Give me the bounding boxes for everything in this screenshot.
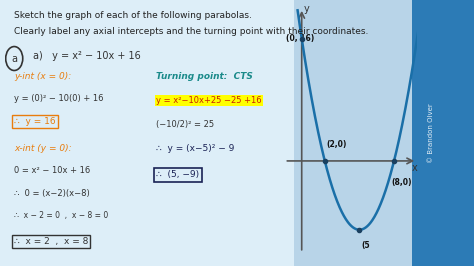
Text: (5: (5 xyxy=(362,241,370,250)
Text: ∴  x = 2  ,  x = 8: ∴ x = 2 , x = 8 xyxy=(14,237,89,246)
Text: ∴  0 = (x−2)(x−8): ∴ 0 = (x−2)(x−8) xyxy=(14,189,90,198)
Text: y: y xyxy=(303,4,309,14)
Text: Clearly label any axial intercepts and the turning point with their coordinates.: Clearly label any axial intercepts and t… xyxy=(14,27,369,36)
Text: (8,0): (8,0) xyxy=(392,178,412,187)
Text: Turning point:  CTS: Turning point: CTS xyxy=(156,72,253,81)
Text: a)   y = x² − 10x + 16: a) y = x² − 10x + 16 xyxy=(33,51,141,61)
Text: (2,0): (2,0) xyxy=(326,140,346,149)
Text: 0 = x² − 10x + 16: 0 = x² − 10x + 16 xyxy=(14,166,91,175)
Text: ∴  (5, −9): ∴ (5, −9) xyxy=(156,170,200,179)
Text: © Brandon Olver: © Brandon Olver xyxy=(428,103,434,163)
Text: y = x²−10x+25 −25 +16: y = x²−10x+25 −25 +16 xyxy=(156,96,262,105)
Text: (0, 16): (0, 16) xyxy=(285,34,314,43)
Text: ∴  x − 2 = 0  ,  x − 8 = 0: ∴ x − 2 = 0 , x − 8 = 0 xyxy=(14,211,109,221)
Text: x: x xyxy=(412,163,418,173)
Text: a: a xyxy=(11,53,17,64)
Text: y-int (x = 0):: y-int (x = 0): xyxy=(14,72,72,81)
Text: (−10/2)² = 25: (−10/2)² = 25 xyxy=(156,120,215,129)
Text: Sketch the graph of each of the following parabolas.: Sketch the graph of each of the followin… xyxy=(14,11,252,20)
Text: ∴  y = 16: ∴ y = 16 xyxy=(14,117,56,126)
Text: y = (0)² − 10(0) + 16: y = (0)² − 10(0) + 16 xyxy=(14,94,104,103)
Text: x-int (y = 0):: x-int (y = 0): xyxy=(14,144,72,153)
Text: ∴  y = (x−5)² − 9: ∴ y = (x−5)² − 9 xyxy=(156,144,235,153)
